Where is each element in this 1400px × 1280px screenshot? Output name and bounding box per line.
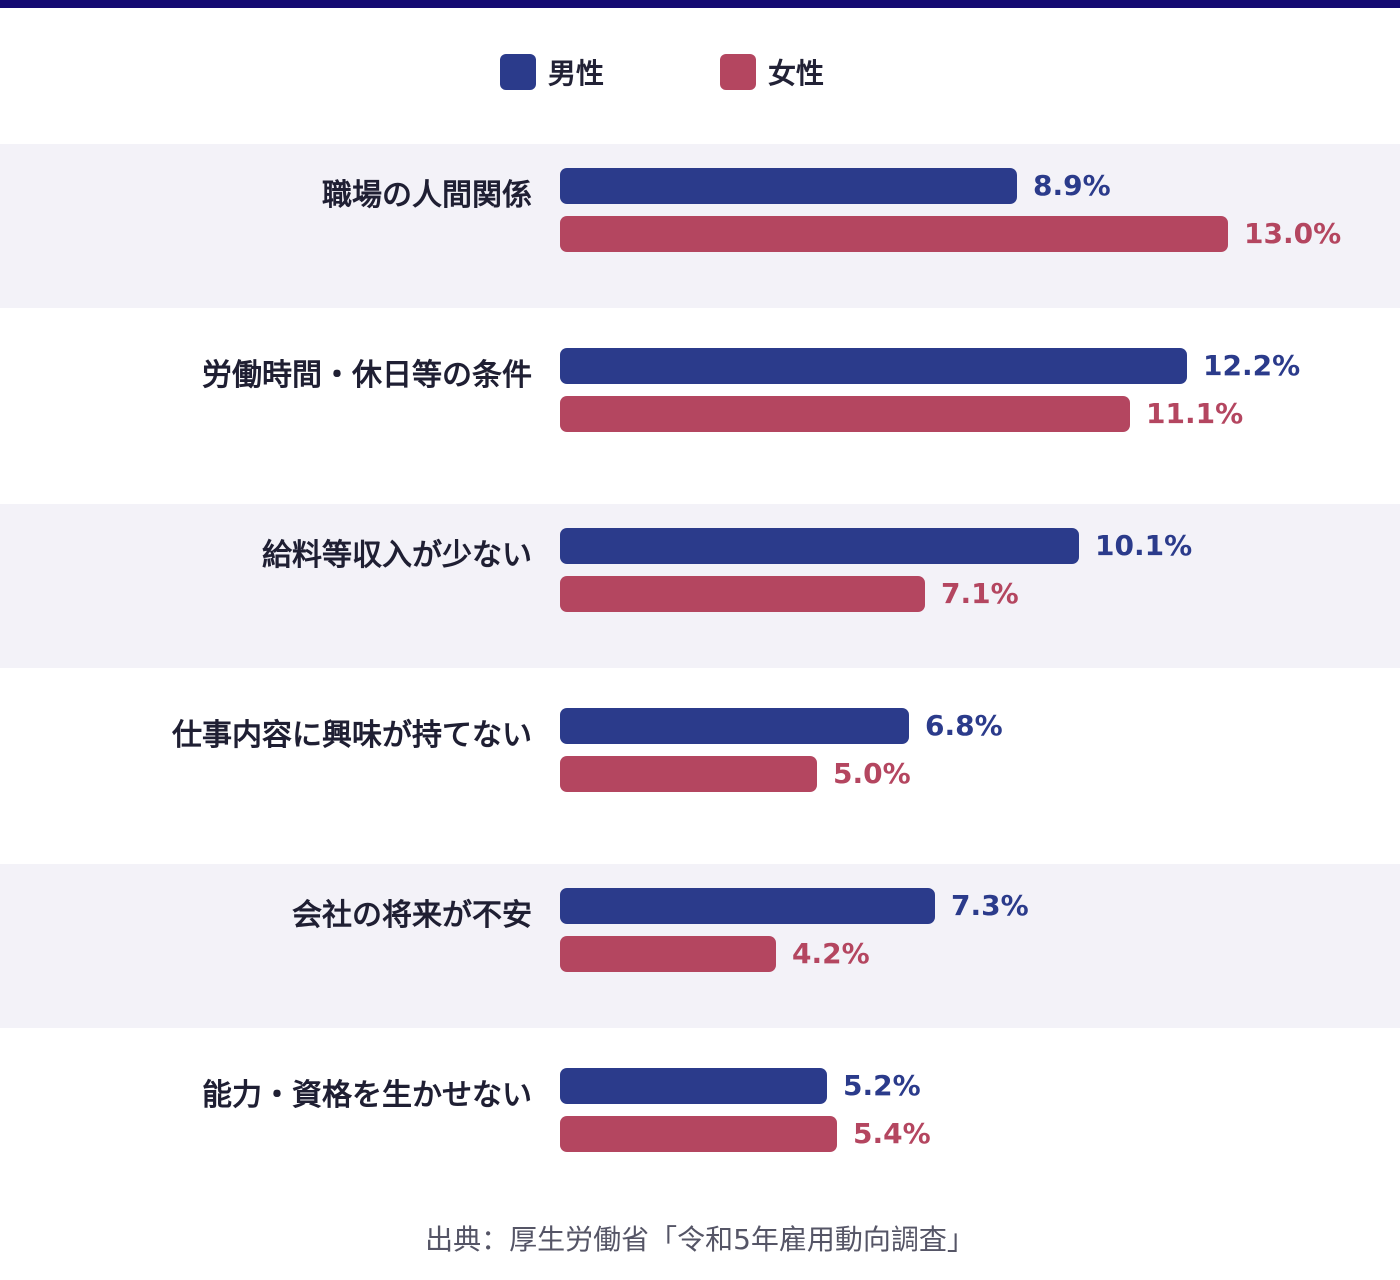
legend-item-female: 女性 [720,52,824,92]
category-label: 会社の将来が不安 [292,898,532,933]
male-value-label: 5.2% [843,1069,921,1102]
legend-label-male: 男性 [548,57,605,90]
chart-row: 職場の人間関係 8.9% 13.0% [0,144,1400,308]
chart-row: 仕事内容に興味が持てない 6.8% 5.0% [0,684,1400,848]
female-bar [560,1116,837,1152]
chart-row: 会社の将来が不安 7.3% 4.2% [0,864,1400,1028]
category-label: 職場の人間関係 [322,178,532,213]
female-bar [560,936,776,972]
female-value-label: 11.1% [1146,397,1244,430]
legend-item-male: 男性 [500,52,604,92]
chart-row: 給料等収入が少ない 10.1% 7.1% [0,504,1400,668]
legend-label-female: 女性 [768,57,825,90]
male-bar [560,348,1187,384]
male-bar [560,1068,827,1104]
female-value-label: 4.2% [792,937,870,970]
legend-swatch-female [720,54,756,90]
legend-swatch-male [500,54,536,90]
category-label: 給料等収入が少ない [262,538,532,573]
category-label: 能力・資格を生かせない [202,1078,532,1113]
male-value-label: 8.9% [1033,169,1111,202]
male-bar [560,888,935,924]
male-value-label: 10.1% [1095,529,1193,562]
female-bar [560,756,817,792]
male-bar [560,168,1017,204]
male-value-label: 6.8% [925,709,1003,742]
female-bar [560,396,1130,432]
chart-row: 労働時間・休日等の条件 12.2% 11.1% [0,324,1400,488]
female-value-label: 13.0% [1244,217,1342,250]
female-bar [560,576,925,612]
male-bar [560,528,1079,564]
male-value-label: 12.2% [1203,349,1301,382]
female-value-label: 5.4% [853,1117,931,1150]
male-value-label: 7.3% [951,889,1029,922]
category-label: 労働時間・休日等の条件 [202,358,532,393]
category-label: 仕事内容に興味が持てない [172,718,532,753]
male-bar [560,708,909,744]
female-value-label: 7.1% [941,577,1019,610]
chart-row: 能力・資格を生かせない 5.2% 5.4% [0,1044,1400,1208]
female-value-label: 5.0% [833,757,911,790]
legend: 男性 女性 [0,52,1400,92]
source-note: 出典：厚生労働省「令和5年雇用動向調査」 [425,1223,975,1256]
female-bar [560,216,1228,252]
top-rule [0,0,1400,8]
